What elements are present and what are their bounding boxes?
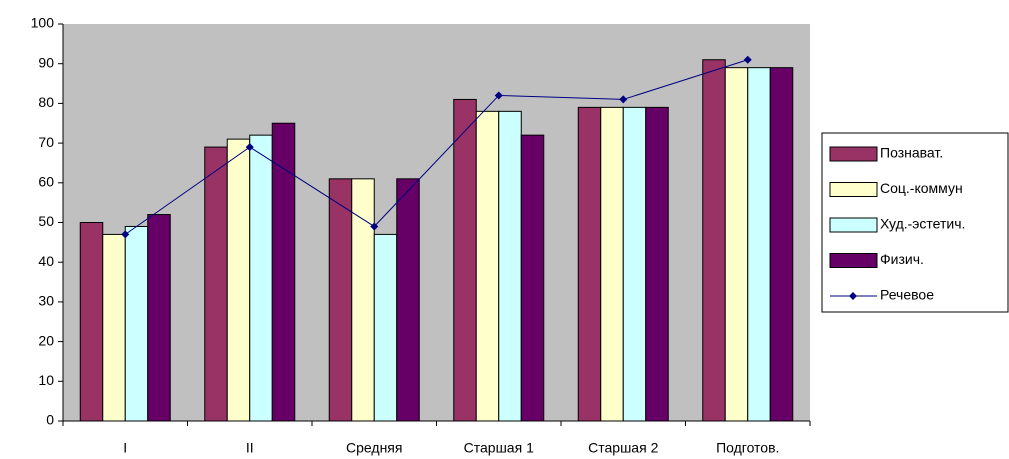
marker (245, 143, 254, 152)
y-tick-label: 30 (38, 293, 54, 309)
y-tick-label: 100 (31, 15, 55, 31)
bar (747, 67, 771, 422)
y-tick-label: 40 (38, 253, 54, 269)
y-tick-label: 20 (38, 332, 54, 348)
bar (453, 98, 477, 422)
x-tick-label: Подготов. (716, 440, 779, 456)
line (124, 59, 748, 235)
legend-label: Худ.-эстетич. (880, 216, 965, 232)
bar (645, 106, 669, 422)
y-tick-label: 70 (38, 134, 54, 150)
bar (396, 178, 420, 422)
bar (249, 134, 273, 422)
marker (494, 91, 503, 100)
legend-label: Физич. (880, 251, 924, 267)
bar (702, 59, 726, 422)
y-tick-label: 50 (38, 213, 54, 229)
bar (271, 122, 296, 422)
bar (600, 106, 624, 422)
plot-area (63, 24, 810, 421)
x-tick-label: Старшая 1 (464, 440, 534, 456)
bar (351, 178, 375, 422)
bar (147, 214, 171, 422)
bar (475, 110, 500, 422)
marker (743, 55, 752, 64)
marker (619, 95, 628, 104)
legend-marker (849, 292, 857, 300)
legend-label: Речевое (880, 287, 934, 303)
y-tick-label: 0 (46, 412, 54, 428)
x-tick-label: I (123, 440, 127, 456)
bar (769, 67, 794, 422)
bar (204, 146, 228, 422)
legend-label: Познават. (880, 145, 943, 161)
x-tick-label: Средняя (346, 440, 402, 456)
marker (370, 222, 379, 231)
bar (102, 233, 126, 422)
y-tick-label: 60 (38, 174, 54, 190)
y-tick-label: 10 (38, 372, 54, 388)
bar (124, 225, 149, 422)
bar (328, 178, 353, 422)
bar (498, 110, 522, 422)
marker (121, 230, 130, 239)
y-tick-label: 90 (38, 54, 54, 70)
bar (79, 222, 104, 422)
bar (724, 67, 749, 422)
y-tick-label: 80 (38, 94, 54, 110)
bar (226, 138, 251, 422)
legend-swatch (829, 253, 878, 268)
legend-label: Соц.-коммун (880, 180, 963, 196)
bar (373, 233, 398, 422)
bar (622, 106, 647, 422)
legend-swatch (829, 146, 878, 162)
bar (577, 106, 602, 422)
bar (520, 134, 545, 422)
x-tick-label: II (246, 440, 254, 456)
legend-swatch (829, 182, 878, 197)
legend-swatch (829, 217, 878, 233)
x-tick-label: Старшая 2 (588, 440, 658, 456)
